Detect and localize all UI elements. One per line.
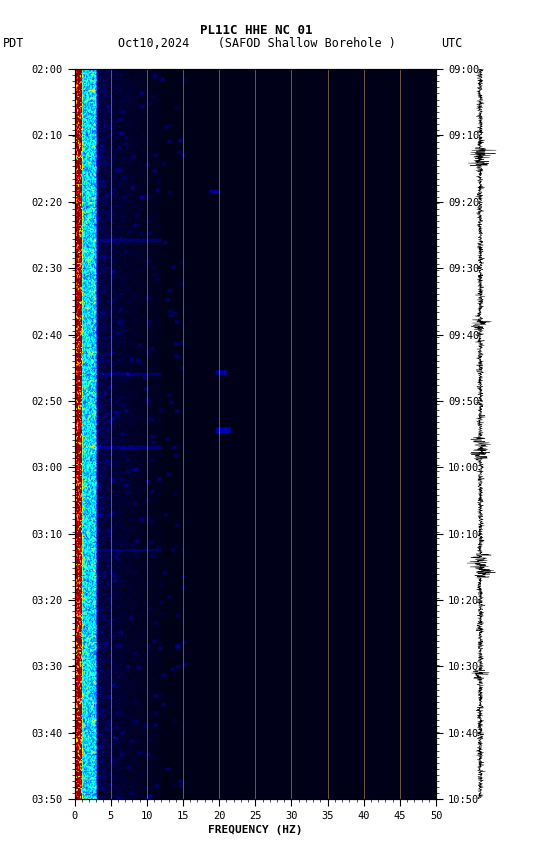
Text: UTC: UTC: [442, 36, 463, 50]
Text: PL11C HHE NC 01: PL11C HHE NC 01: [200, 23, 313, 37]
Text: PDT: PDT: [3, 36, 24, 50]
Text: Oct10,2024    (SAFOD Shallow Borehole ): Oct10,2024 (SAFOD Shallow Borehole ): [118, 36, 396, 50]
X-axis label: FREQUENCY (HZ): FREQUENCY (HZ): [208, 825, 302, 835]
